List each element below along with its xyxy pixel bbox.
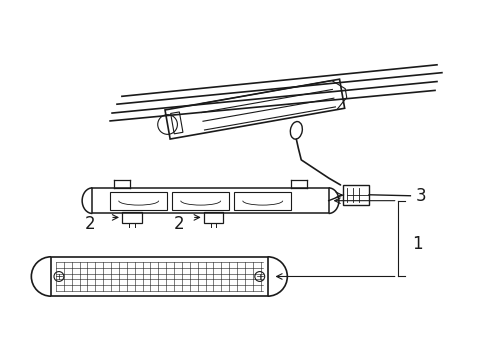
Bar: [92, 188, 328, 213]
Text: 3: 3: [414, 187, 425, 205]
Bar: [172, 192, 229, 210]
Text: 2: 2: [173, 215, 183, 233]
Bar: [110, 192, 167, 210]
Bar: [203, 212, 223, 223]
Bar: [343, 185, 368, 204]
Bar: [122, 212, 142, 223]
Text: 2: 2: [84, 215, 95, 233]
Bar: [51, 257, 267, 296]
Text: 1: 1: [411, 235, 422, 253]
Bar: [234, 192, 291, 210]
